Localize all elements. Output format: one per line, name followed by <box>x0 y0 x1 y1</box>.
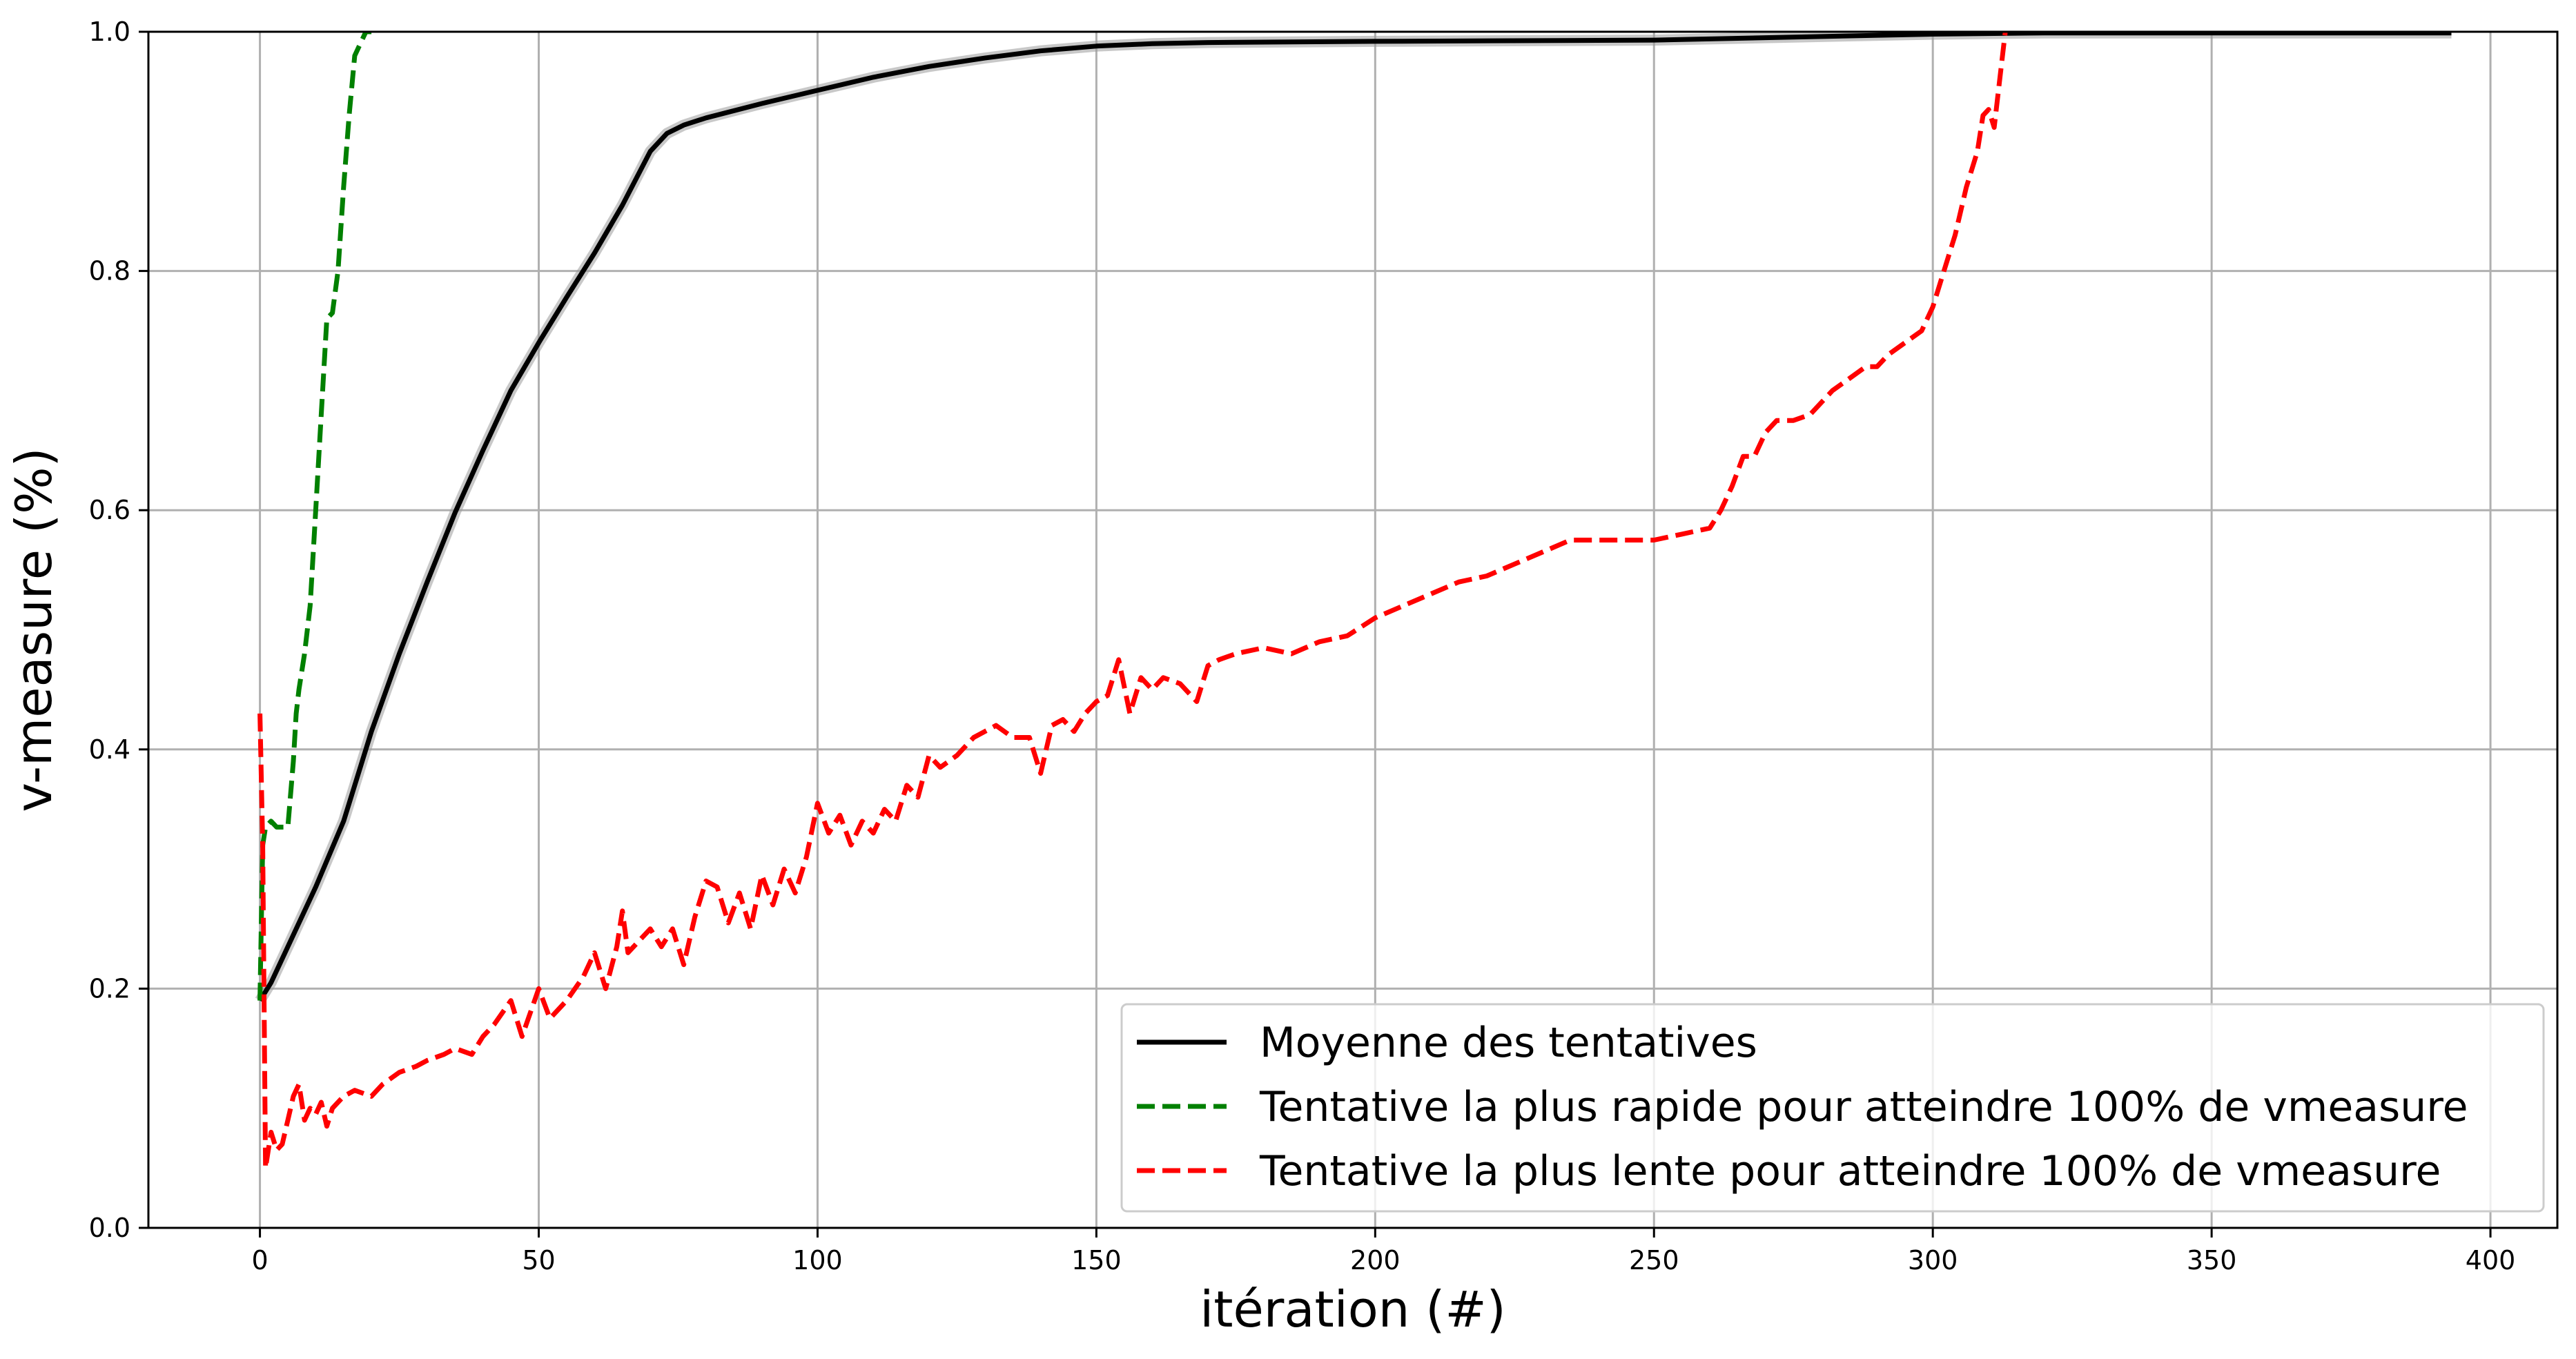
legend: Moyenne des tentatives Tentative la plus… <box>1120 1003 2545 1213</box>
x-axis: 0 50 100 150 200 250 300 350 400 <box>251 1228 2515 1275</box>
x-tick-label: 50 <box>522 1245 555 1275</box>
series-layer <box>255 32 2452 1171</box>
y-axis: 0.0 0.2 0.4 0.6 0.8 1.0 <box>89 17 148 1243</box>
plot-frame <box>147 30 2559 1229</box>
series-line-mean <box>257 32 2452 1002</box>
x-tick-label: 250 <box>1629 1245 1679 1275</box>
x-tick-label: 150 <box>1071 1245 1122 1275</box>
x-tick-label: 400 <box>2466 1245 2516 1275</box>
y-tick-label: 0.0 <box>89 1213 130 1243</box>
series-line-slowest <box>257 32 2008 1171</box>
x-tick-label: 350 <box>2187 1245 2237 1275</box>
y-axis-title: v-measure (%) <box>5 447 63 812</box>
series-line-fastest <box>257 32 372 1001</box>
y-tick-label: 0.4 <box>89 734 130 765</box>
x-tick-label: 100 <box>792 1245 843 1275</box>
x-tick-label: 300 <box>1908 1245 1958 1275</box>
legend-label-slowest: Tentative la plus lente pour atteindre 1… <box>1259 1147 2441 1195</box>
legend-label-mean: Moyenne des tentatives <box>1260 1019 1757 1067</box>
legend-box <box>1120 1003 2545 1213</box>
x-axis-title: itération (#) <box>1200 1280 1506 1338</box>
y-tick-label: 0.2 <box>89 973 130 1004</box>
x-tick-label: 200 <box>1350 1245 1401 1275</box>
y-tick-label: 0.6 <box>89 495 130 525</box>
y-tick-label: 0.8 <box>89 256 130 286</box>
x-tick-label: 0 <box>251 1245 268 1275</box>
y-tick-label: 1.0 <box>89 17 130 47</box>
legend-label-fastest: Tentative la plus rapide pour atteindre … <box>1259 1083 2468 1131</box>
